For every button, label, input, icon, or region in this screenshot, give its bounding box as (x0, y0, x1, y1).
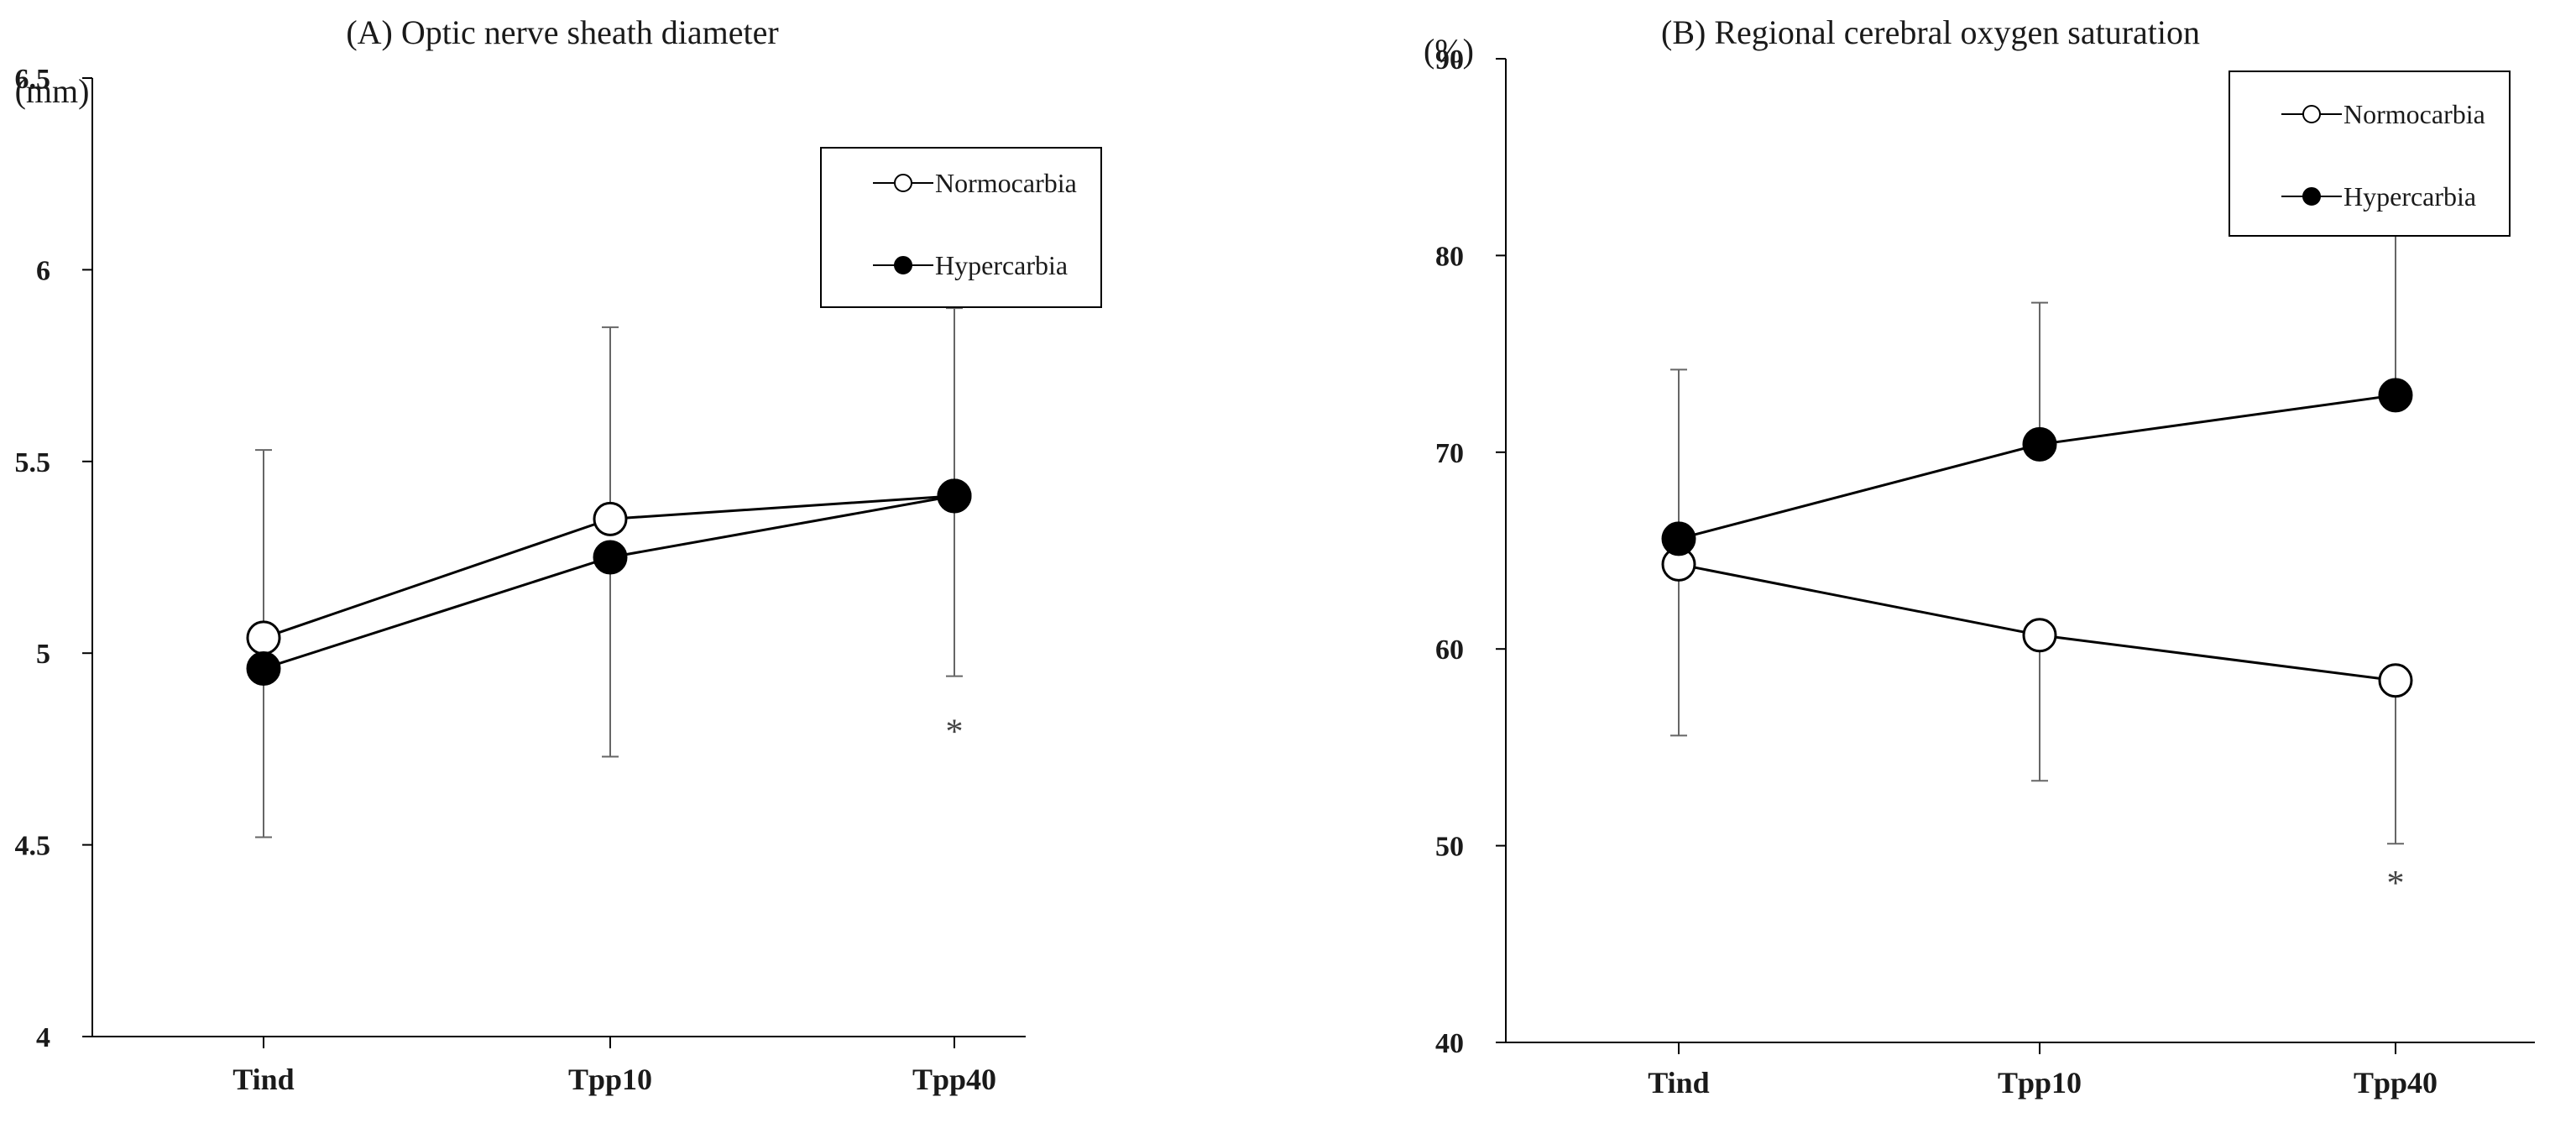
panel-a-title: (A) Optic nerve sheath diameter (346, 13, 778, 51)
panel-a-y-tick-label: 5.5 (15, 447, 51, 478)
panel-a-y-tick-label: 6.5 (15, 64, 51, 95)
panel-b-point-normocarbia (2022, 618, 2057, 653)
panel-a-point-hypercarbia (246, 650, 281, 686)
panel-a-x-tick-label: Tpp40 (912, 1063, 996, 1096)
panel-b-series-line-hypercarbia (1678, 394, 2396, 541)
panel-a: (A) Optic nerve sheath diameter (mm) 4 4.… (15, 13, 1102, 1096)
panel-b-title: (B) Regional cerebral oxygen saturation (1661, 13, 2200, 51)
panel-b-legend-box (2229, 71, 2511, 237)
panel-b-y-tick-label: 80 (1435, 241, 1464, 272)
panel-b-x-tick-label: Tpp40 (2354, 1066, 2438, 1099)
panel-a-y-tick-label: 4 (36, 1022, 50, 1053)
panel-b-y-tick-label: 90 (1435, 44, 1464, 76)
panel-a-y-tick-label: 4.5 (15, 831, 51, 862)
panel-b-point-normocarbia (2378, 663, 2413, 698)
panel-b-y-tick-label: 40 (1435, 1028, 1464, 1059)
panel-a-point-hypercarbia (593, 540, 628, 575)
panel-a-y-tick-label: 6 (36, 255, 50, 286)
legend-open-circle-icon (2302, 105, 2321, 123)
panel-b-significance-marker: * (2387, 864, 2405, 903)
legend-label-normocarbia: Normocarbia (935, 168, 1077, 198)
legend-label-hypercarbia: Hypercarbia (2343, 181, 2476, 212)
panel-b-y-tick-label: 70 (1435, 438, 1464, 469)
panel-b-x-tick-label: Tpp10 (1998, 1066, 2082, 1099)
panel-b-y-tick-label: 50 (1435, 832, 1464, 863)
panel-a-x-tick-label: Tind (233, 1063, 294, 1096)
panel-b-y-tick-label: 60 (1435, 635, 1464, 666)
panel-a-point-normocarbia (246, 620, 281, 656)
panel-a-legend: Normocarbia Hypercarbia (820, 147, 1102, 308)
panel-b-point-hypercarbia (2378, 378, 2413, 413)
legend-filled-circle-icon (2302, 187, 2321, 206)
panel-a-point-normocarbia (593, 501, 628, 536)
legend-label-normocarbia: Normocarbia (2343, 99, 2485, 129)
panel-a-y-tick-label: 5 (36, 639, 50, 670)
panel-a-legend-box (820, 147, 1102, 308)
panel-a-point-hypercarbia (937, 478, 972, 514)
legend-filled-circle-icon (894, 256, 912, 274)
panel-b-y-unit: (%) (1424, 32, 1474, 70)
panel-b-point-hypercarbia (1661, 521, 1696, 556)
legend-open-circle-icon (894, 174, 912, 192)
panel-b-legend: Normocarbia Hypercarbia (2229, 71, 2511, 237)
panel-b-point-hypercarbia (2022, 426, 2057, 462)
panel-b-x-tick-label: Tind (1648, 1066, 1709, 1099)
legend-label-hypercarbia: Hypercarbia (935, 250, 1068, 280)
panel-a-x-tick-label: Tpp10 (568, 1063, 652, 1096)
panel-a-y-unit: (mm) (15, 72, 90, 110)
panel-a-significance-marker: * (946, 713, 964, 752)
panel-b: (B) Regional cerebral oxygen saturation … (1424, 13, 2535, 1099)
